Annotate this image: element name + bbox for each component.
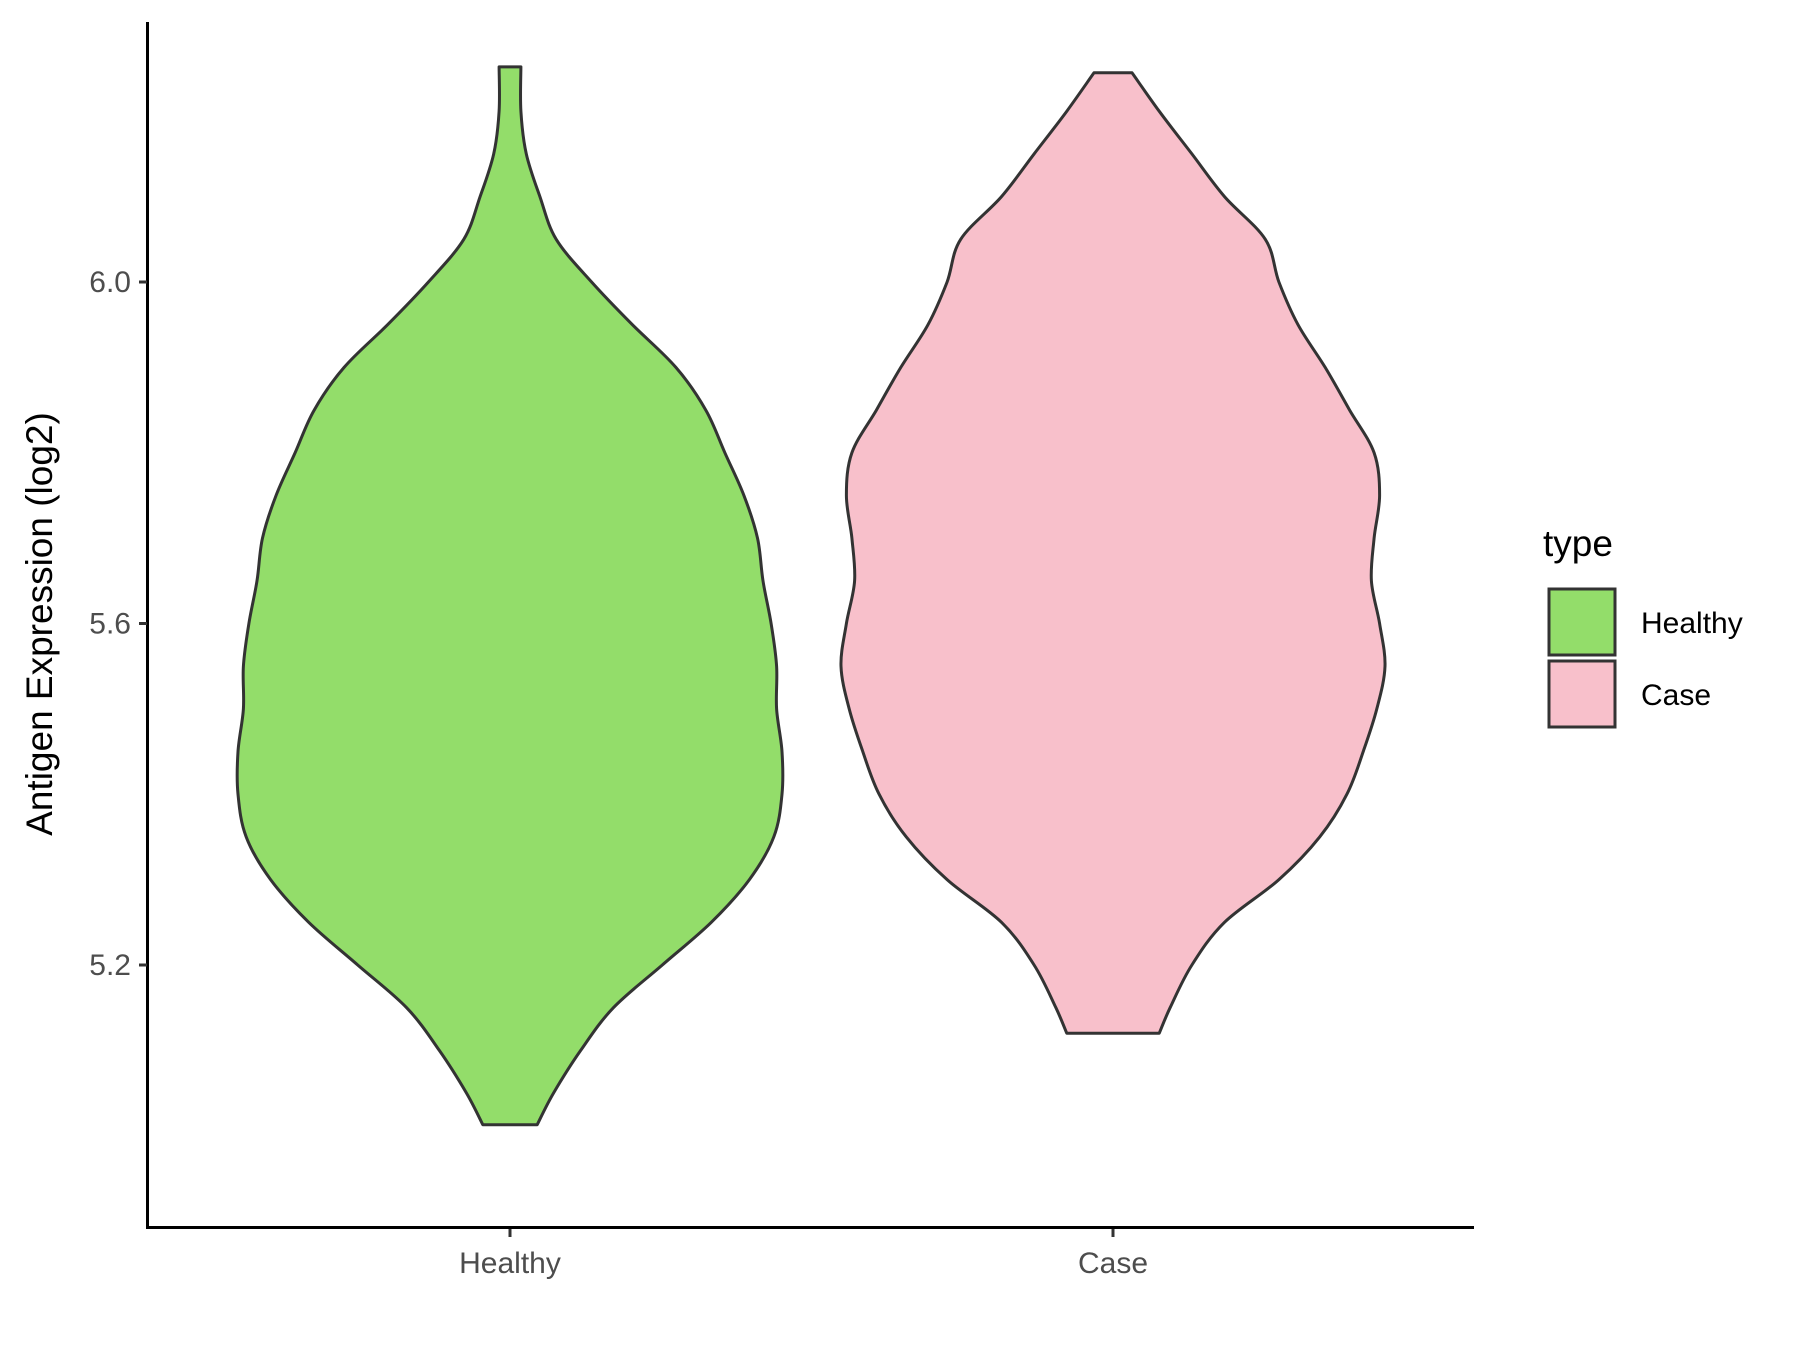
y-axis-title: Antigen Expression (log2) [19,412,60,836]
y-tick-label: 6.0 [89,266,131,299]
legend-title: type [1543,523,1613,564]
x-tick-label: Case [1078,1247,1148,1280]
axes-layer [146,22,1474,1229]
legend: type Healthy Case [1543,523,1743,729]
y-ticks: 5.2 5.6 6.0 [89,266,147,982]
x-tick-label: Healthy [459,1247,561,1280]
violin-case [839,71,1387,1035]
legend-label-case: Case [1641,679,1711,712]
violin-healthy [235,65,785,1127]
x-ticks: Healthy Case [459,1229,1148,1280]
legend-entries: Healthy Case [1547,587,1743,729]
legend-label-healthy: Healthy [1641,607,1743,640]
violins-layer [235,65,1387,1127]
y-tick-label: 5.6 [89,608,131,641]
legend-swatch-case [1547,659,1617,729]
legend-swatch-healthy [1547,587,1617,657]
y-tick-label: 5.2 [89,949,131,982]
